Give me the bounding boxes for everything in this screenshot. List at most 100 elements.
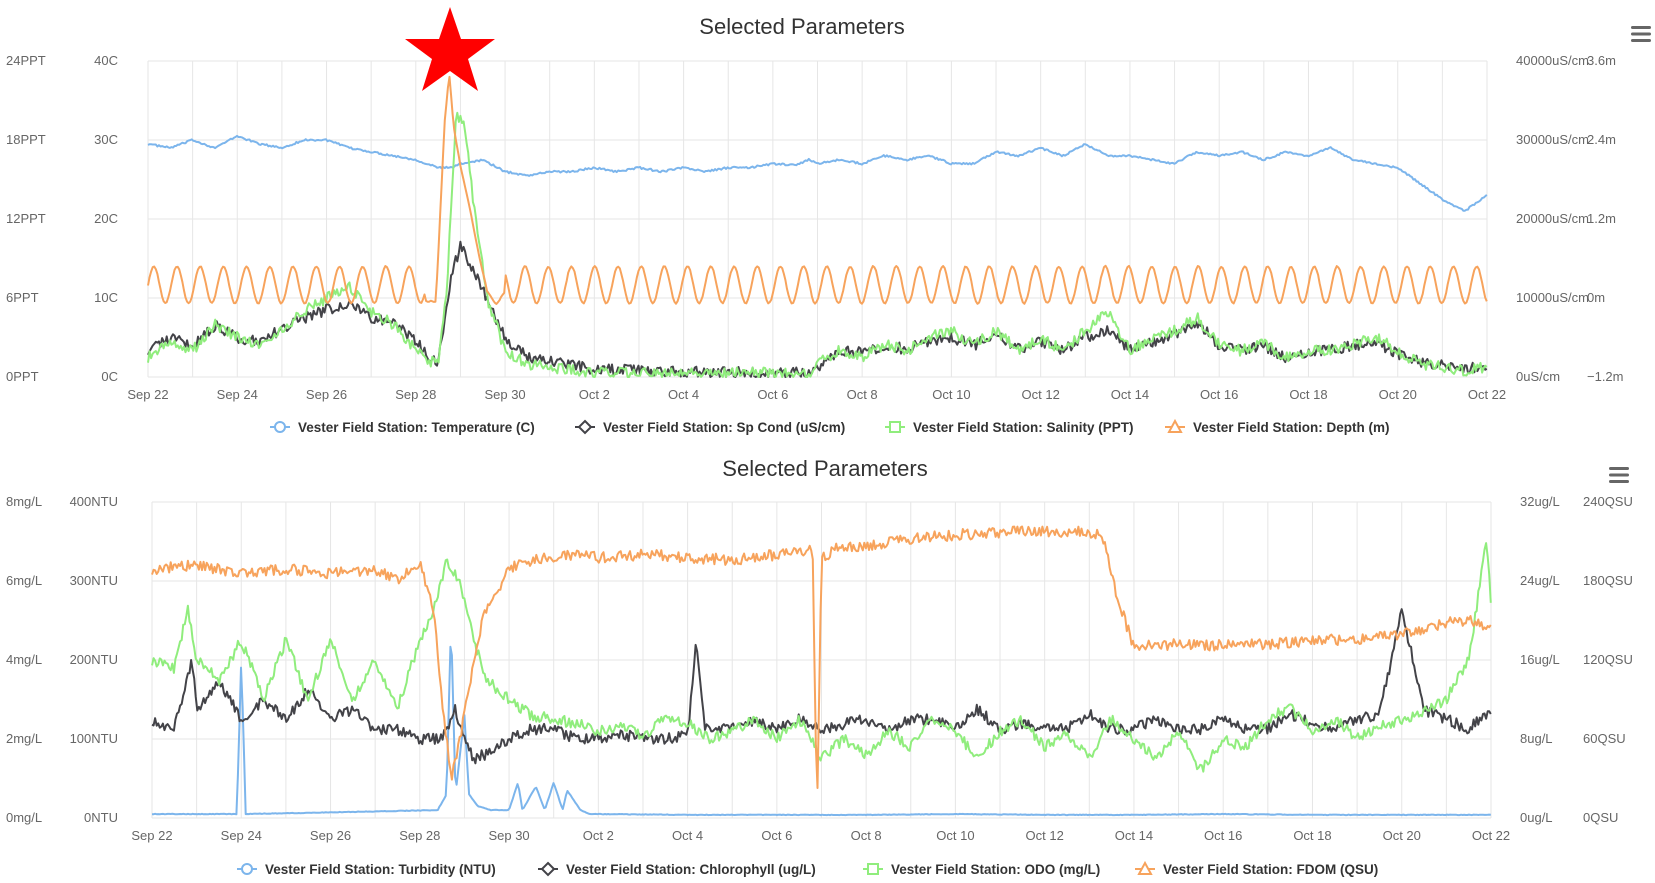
x-tick-label: Oct 20 (1383, 828, 1421, 843)
y-tick-label-right-inner: 10000uS/cm (1516, 290, 1589, 305)
chart-menu-button[interactable] (1608, 466, 1630, 484)
legend-item[interactable]: Vester Field Station: Turbidity (NTU) (237, 862, 496, 877)
series-line-black[interactable] (151, 608, 1492, 765)
y-tick-label-left-outer: 0PPT (6, 369, 39, 384)
x-tick-label: Oct 18 (1289, 387, 1327, 402)
x-tick-label: Sep 22 (131, 828, 172, 843)
x-tick-label: Sep 26 (306, 387, 347, 402)
y-tick-label-right-inner: 16ug/L (1520, 652, 1560, 667)
y-tick-label-left-inner: 200NTU (70, 652, 118, 667)
legend-label[interactable]: Vester Field Station: Chlorophyll (ug/L) (566, 862, 816, 877)
x-tick-label: Oct 8 (851, 828, 882, 843)
legend-label[interactable]: Vester Field Station: Depth (m) (1193, 420, 1390, 435)
y-tick-label-left-outer: 18PPT (6, 132, 46, 147)
y-tick-label-left-outer: 6PPT (6, 290, 39, 305)
y-tick-label-left-outer: 24PPT (6, 53, 46, 68)
legend-item[interactable]: Vester Field Station: Sp Cond (uS/cm) (575, 419, 845, 435)
x-tick-label: Oct 12 (1026, 828, 1064, 843)
series-line-blue[interactable] (151, 645, 1491, 817)
y-tick-label-left-outer: 8mg/L (6, 494, 42, 509)
series-line-green[interactable] (151, 542, 1492, 773)
y-tick-label-right-outer: 120QSU (1583, 652, 1633, 667)
chart-title: Selected Parameters (722, 456, 927, 481)
x-tick-label: Oct 14 (1111, 387, 1149, 402)
series-line-orange[interactable] (147, 75, 1488, 305)
y-tick-label-right-outer: 240QSU (1583, 494, 1633, 509)
x-tick-label: Sep 24 (221, 828, 262, 843)
y-tick-label-left-outer: 0mg/L (6, 810, 42, 825)
x-tick-label: Oct 4 (672, 828, 703, 843)
legend-label[interactable]: Vester Field Station: Sp Cond (uS/cm) (603, 420, 845, 435)
y-tick-label-right-outer: 0m (1587, 290, 1605, 305)
legend-item[interactable]: Vester Field Station: Temperature (C) (270, 420, 535, 435)
y-tick-label-right-inner: 40000uS/cm (1516, 53, 1589, 68)
y-tick-label-left-inner: 20C (94, 211, 118, 226)
x-tick-label: Oct 20 (1379, 387, 1417, 402)
series-line-black[interactable] (147, 240, 1488, 378)
y-tick-label-right-inner: 30000uS/cm (1516, 132, 1589, 147)
x-tick-label: Sep 24 (217, 387, 258, 402)
x-tick-label: Oct 16 (1200, 387, 1238, 402)
chart-title: Selected Parameters (699, 14, 904, 39)
y-tick-label-right-inner: 24ug/L (1520, 573, 1560, 588)
x-tick-label: Sep 30 (488, 828, 529, 843)
y-tick-label-left-inner: 30C (94, 132, 118, 147)
y-tick-label-left-inner: 40C (94, 53, 118, 68)
y-tick-label-right-inner: 32ug/L (1520, 494, 1560, 509)
legend-label[interactable]: Vester Field Station: ODO (mg/L) (891, 862, 1100, 877)
x-tick-label: Oct 6 (761, 828, 792, 843)
chart-top: Selected Parameters Sep 22 Sep 24 Sep 26 Se… (6, 7, 1652, 435)
chart-menu-button[interactable] (1630, 25, 1652, 43)
legend-item[interactable]: Vester Field Station: FDOM (QSU) (1135, 860, 1378, 877)
x-tick-label: Oct 8 (847, 387, 878, 402)
x-tick-label: Oct 16 (1204, 828, 1242, 843)
y-tick-label-right-outer: 180QSU (1583, 573, 1633, 588)
chart-bottom: Selected Parameters Sep 22 Sep 24 Sep 26 Se… (6, 456, 1633, 877)
series-line-blue[interactable] (147, 134, 1488, 212)
y-tick-label-right-inner: 0ug/L (1520, 810, 1553, 825)
x-tick-label: Sep 28 (395, 387, 436, 402)
y-tick-label-left-outer: 6mg/L (6, 573, 42, 588)
x-tick-label: Sep 30 (484, 387, 525, 402)
x-tick-label: Oct 2 (583, 828, 614, 843)
legend-item[interactable]: Vester Field Station: Salinity (PPT) (885, 420, 1134, 435)
y-tick-label-left-outer: 12PPT (6, 211, 46, 226)
series-line-green[interactable] (147, 111, 1488, 378)
legend-label[interactable]: Vester Field Station: FDOM (QSU) (1163, 862, 1378, 877)
y-tick-label-left-inner: 10C (94, 290, 118, 305)
x-tick-label: Oct 22 (1472, 828, 1510, 843)
x-tick-label: Oct 14 (1115, 828, 1153, 843)
x-tick-label: Oct 2 (579, 387, 610, 402)
series-line-orange[interactable] (151, 525, 1492, 789)
legend-item[interactable]: Vester Field Station: Depth (m) (1165, 418, 1390, 435)
legend: Vester Field Station: Temperature (C) Ves… (270, 418, 1390, 435)
y-tick-label-left-inner: 400NTU (70, 494, 118, 509)
y-tick-label-left-inner: 100NTU (70, 731, 118, 746)
legend-label[interactable]: Vester Field Station: Salinity (PPT) (913, 420, 1134, 435)
x-tick-label: Oct 18 (1293, 828, 1331, 843)
legend-item[interactable]: Vester Field Station: ODO (mg/L) (863, 862, 1100, 877)
x-tick-label: Oct 10 (936, 828, 974, 843)
x-tick-label: Oct 22 (1468, 387, 1506, 402)
y-tick-label-left-inner: 0NTU (84, 810, 118, 825)
y-tick-label-left-inner: 0C (101, 369, 118, 384)
legend-label[interactable]: Vester Field Station: Turbidity (NTU) (265, 862, 496, 877)
y-tick-label-right-inner: 8ug/L (1520, 731, 1553, 746)
legend-item[interactable]: Vester Field Station: Chlorophyll (ug/L) (538, 861, 816, 877)
y-tick-label-left-outer: 4mg/L (6, 652, 42, 667)
y-tick-label-right-outer: 3.6m (1587, 53, 1616, 68)
x-tick-label: Oct 6 (757, 387, 788, 402)
x-tick-label: Sep 28 (399, 828, 440, 843)
y-tick-label-right-outer: 2.4m (1587, 132, 1616, 147)
red-star-icon (405, 7, 495, 91)
y-tick-label-right-outer: 60QSU (1583, 731, 1626, 746)
x-tick-label: Oct 12 (1022, 387, 1060, 402)
y-tick-label-right-outer: −1.2m (1587, 369, 1624, 384)
x-tick-label: Oct 4 (668, 387, 699, 402)
x-tick-label: Oct 10 (932, 387, 970, 402)
legend-label[interactable]: Vester Field Station: Temperature (C) (298, 420, 535, 435)
x-tick-label: Sep 26 (310, 828, 351, 843)
legend: Vester Field Station: Turbidity (NTU) Ves… (237, 860, 1378, 877)
y-tick-label-right-outer: 1.2m (1587, 211, 1616, 226)
